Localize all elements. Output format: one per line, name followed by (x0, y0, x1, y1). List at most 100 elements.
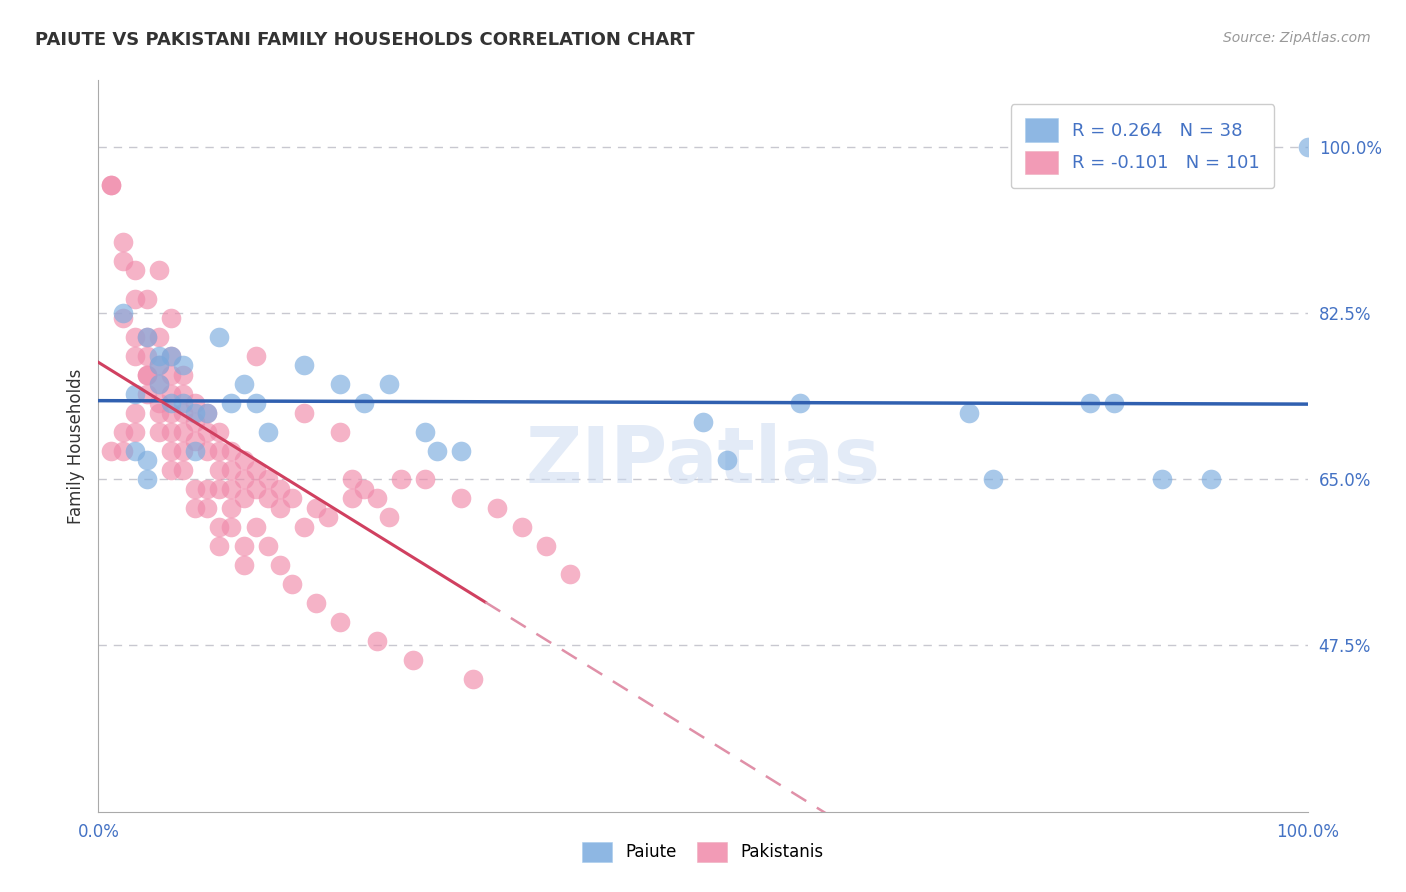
Point (208, 443, 231, 458)
Point (100, 178, 122, 192)
Point (366, 633, 388, 648)
Point (221, 463, 243, 477)
Text: Source: ZipAtlas.com: Source: ZipAtlas.com (1223, 31, 1371, 45)
Point (184, 434, 207, 449)
Point (135, 368, 157, 382)
Point (232, 453, 254, 467)
Point (208, 520, 231, 534)
Point (269, 500, 291, 515)
Point (148, 377, 170, 392)
Point (208, 330, 231, 344)
Point (221, 396, 243, 410)
Point (450, 491, 472, 506)
Point (221, 482, 243, 496)
Point (148, 377, 170, 392)
Y-axis label: Family Households: Family Households (66, 368, 84, 524)
Point (160, 310, 183, 325)
Point (1152, 472, 1174, 486)
Point (208, 482, 231, 496)
Point (486, 500, 509, 515)
Point (292, 358, 315, 372)
Point (316, 510, 339, 524)
Legend: R = 0.264   N = 38, R = -0.101   N = 101: R = 0.264 N = 38, R = -0.101 N = 101 (1011, 104, 1274, 188)
Point (124, 406, 146, 420)
Point (184, 500, 207, 515)
Point (329, 425, 352, 439)
Point (281, 491, 304, 506)
Point (221, 443, 243, 458)
Point (111, 310, 134, 325)
Point (269, 558, 291, 572)
Point (450, 443, 472, 458)
Point (292, 406, 315, 420)
Point (558, 567, 581, 582)
Point (172, 463, 194, 477)
Point (232, 558, 254, 572)
Point (160, 386, 183, 401)
Point (195, 443, 218, 458)
Point (184, 443, 207, 458)
Point (184, 482, 207, 496)
Point (208, 463, 231, 477)
Point (534, 539, 557, 553)
Point (172, 386, 194, 401)
Point (160, 368, 183, 382)
Text: ZIPatlas: ZIPatlas (526, 423, 880, 499)
Point (124, 349, 146, 363)
Point (195, 406, 218, 420)
Point (402, 653, 425, 667)
Point (256, 425, 278, 439)
Point (100, 178, 122, 192)
Point (256, 539, 278, 553)
Point (232, 377, 254, 392)
Point (160, 463, 183, 477)
Point (195, 482, 218, 496)
Point (124, 292, 146, 306)
Point (413, 472, 436, 486)
Point (124, 425, 146, 439)
Point (353, 482, 375, 496)
Point (1296, 140, 1319, 154)
Point (124, 330, 146, 344)
Point (305, 500, 328, 515)
Point (789, 396, 811, 410)
Point (232, 539, 254, 553)
Point (389, 472, 412, 486)
Point (135, 330, 157, 344)
Point (305, 596, 328, 610)
Point (269, 482, 291, 496)
Point (981, 472, 1004, 486)
Point (160, 396, 183, 410)
Point (342, 472, 364, 486)
Point (148, 349, 170, 363)
Point (100, 443, 122, 458)
Point (510, 520, 533, 534)
Point (245, 463, 267, 477)
Point (292, 520, 315, 534)
Point (342, 491, 364, 506)
Point (135, 453, 157, 467)
Point (172, 443, 194, 458)
Point (160, 349, 183, 363)
Point (111, 306, 134, 320)
Point (413, 425, 436, 439)
Point (148, 396, 170, 410)
Text: PAIUTE VS PAKISTANI FAMILY HOUSEHOLDS CORRELATION CHART: PAIUTE VS PAKISTANI FAMILY HOUSEHOLDS CO… (35, 31, 695, 49)
Point (1078, 396, 1101, 410)
Point (148, 330, 170, 344)
Point (111, 253, 134, 268)
Point (160, 349, 183, 363)
Point (377, 377, 399, 392)
Point (124, 443, 146, 458)
Point (245, 520, 267, 534)
Point (160, 406, 183, 420)
Point (111, 235, 134, 249)
Point (353, 396, 375, 410)
Point (245, 349, 267, 363)
Point (1102, 396, 1125, 410)
Point (172, 406, 194, 420)
Point (124, 386, 146, 401)
Point (426, 443, 449, 458)
Point (135, 472, 157, 486)
Point (245, 396, 267, 410)
